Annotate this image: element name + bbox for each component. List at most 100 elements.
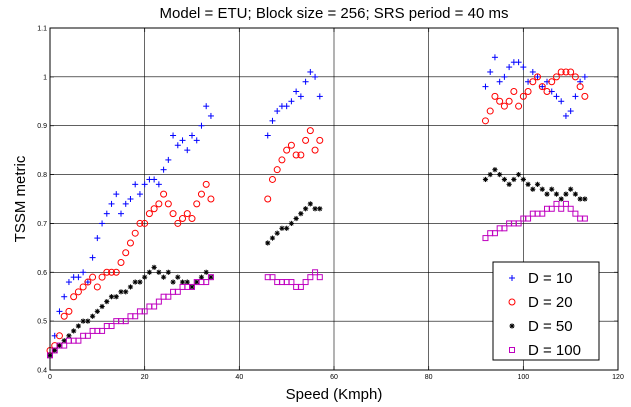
data-point	[496, 97, 504, 105]
data-point	[572, 93, 579, 100]
data-point	[297, 151, 305, 159]
data-point	[553, 191, 560, 197]
data-point	[506, 181, 512, 187]
x-tick-label: 40	[235, 374, 243, 381]
data-point	[516, 171, 522, 178]
data-point	[56, 342, 63, 349]
data-point	[563, 191, 569, 197]
y-axis-label: TSSM metric	[12, 155, 29, 242]
data-point	[151, 176, 158, 183]
series-3	[47, 167, 588, 358]
data-point	[316, 93, 323, 100]
data-point	[203, 269, 209, 275]
data-point	[94, 235, 101, 242]
data-point	[165, 293, 172, 300]
data-point	[164, 200, 172, 208]
data-point	[491, 92, 499, 100]
data-point	[203, 103, 210, 110]
data-point	[198, 274, 205, 280]
data-point	[482, 83, 489, 90]
data-point	[184, 147, 191, 154]
data-point	[317, 206, 323, 212]
data-point	[534, 181, 541, 187]
data-point	[544, 191, 550, 197]
data-point	[312, 269, 319, 276]
data-point	[127, 284, 134, 290]
data-point	[66, 333, 72, 339]
data-point	[113, 294, 119, 300]
data-point	[492, 167, 498, 173]
data-point	[174, 219, 182, 227]
data-point	[525, 215, 532, 222]
data-point	[65, 307, 73, 315]
data-point	[529, 68, 536, 75]
y-tick-label: 1.1	[37, 26, 47, 33]
data-point	[207, 274, 214, 281]
data-point	[85, 318, 91, 324]
data-point	[146, 269, 152, 275]
data-point	[298, 211, 304, 217]
data-point	[151, 303, 158, 310]
data-point	[56, 308, 63, 315]
data-point	[316, 136, 324, 144]
data-point	[264, 132, 271, 139]
data-point	[553, 93, 560, 100]
data-point	[268, 175, 276, 183]
data-point	[160, 166, 167, 173]
data-point	[170, 132, 177, 139]
data-point	[274, 108, 281, 115]
data-point	[184, 279, 190, 285]
data-point	[61, 293, 68, 300]
data-point	[539, 186, 545, 192]
data-point	[481, 117, 489, 125]
data-point	[156, 269, 162, 275]
data-point	[515, 59, 522, 66]
data-point	[90, 313, 96, 319]
data-point	[283, 103, 290, 110]
data-point	[112, 268, 120, 276]
data-point	[99, 220, 106, 227]
data-point	[141, 219, 149, 227]
data-point	[524, 88, 532, 96]
data-point	[576, 83, 584, 91]
data-point	[543, 88, 551, 96]
data-point	[501, 73, 508, 80]
series-2	[46, 68, 589, 354]
data-point	[506, 64, 513, 71]
data-point	[155, 181, 162, 188]
data-point	[141, 181, 148, 188]
x-tick-label: 60	[330, 374, 338, 381]
y-tick-label: 0.7	[37, 221, 47, 228]
data-point	[539, 210, 546, 217]
data-point	[89, 254, 96, 261]
data-point	[548, 78, 556, 86]
data-point	[581, 73, 588, 80]
data-point	[165, 156, 172, 163]
data-point	[487, 68, 494, 75]
data-point	[482, 176, 489, 183]
data-point	[132, 181, 139, 188]
data-point	[174, 142, 181, 149]
data-point	[279, 225, 285, 231]
data-point	[278, 156, 286, 164]
data-point	[520, 176, 526, 183]
data-point	[303, 206, 309, 212]
data-point	[160, 190, 168, 198]
data-point	[118, 210, 124, 217]
data-point	[55, 332, 63, 340]
data-point	[562, 68, 570, 76]
data-point	[98, 273, 106, 281]
data-point	[549, 186, 555, 192]
data-point	[84, 332, 91, 339]
data-point	[113, 191, 120, 198]
data-point	[179, 215, 187, 223]
data-point	[136, 219, 144, 227]
data-point	[497, 171, 503, 178]
data-point	[103, 268, 111, 276]
data-point	[65, 279, 72, 286]
data-point	[179, 279, 186, 285]
plot-area-frame	[49, 27, 619, 371]
data-point	[122, 200, 129, 207]
data-point	[534, 73, 542, 81]
y-tick-label: 0.9	[37, 123, 47, 130]
